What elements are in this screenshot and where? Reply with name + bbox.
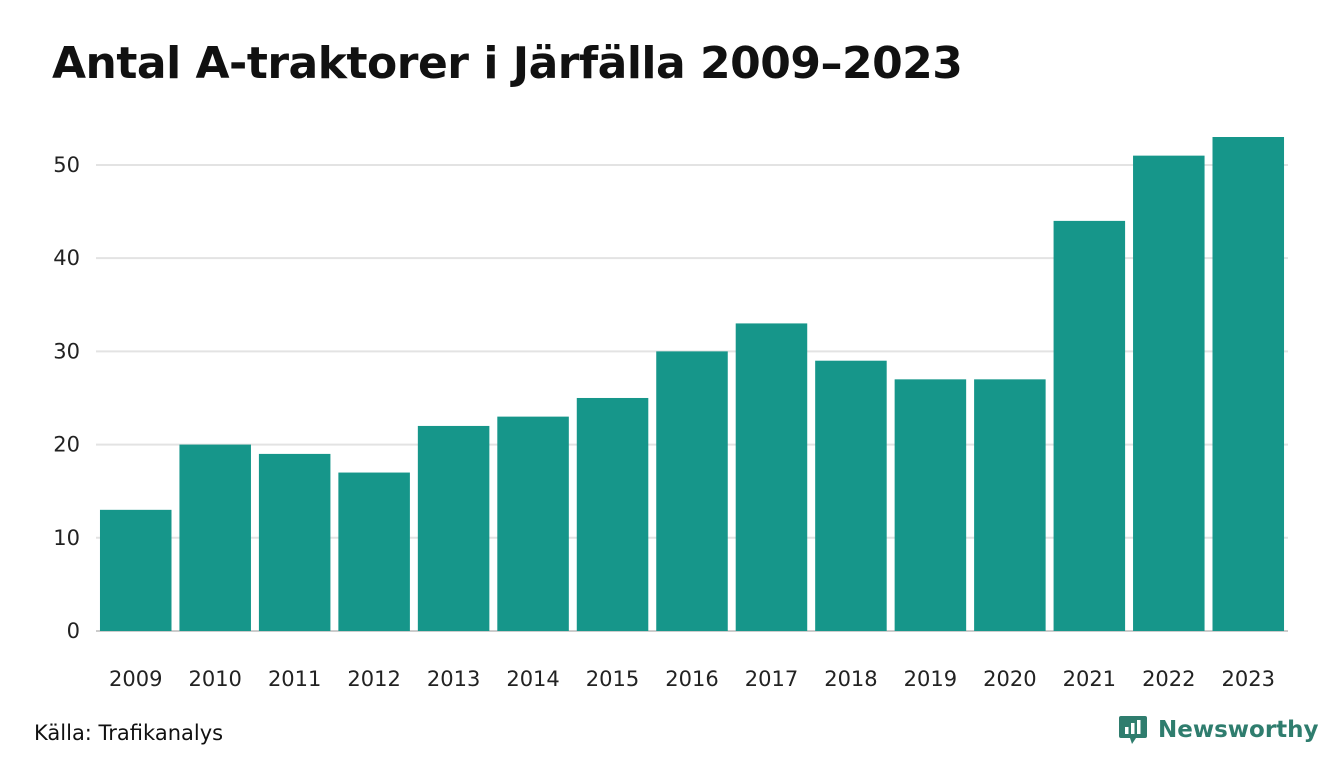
x-tick-label: 2014: [506, 667, 559, 691]
x-tick-label: 2021: [1063, 667, 1116, 691]
bars: [99, 137, 1285, 632]
brand-logo: Newsworthy: [1118, 714, 1319, 746]
x-tick-label: 2010: [188, 667, 241, 691]
bar-2017: [735, 323, 808, 631]
source-note: Källa: Trafikanalys: [34, 721, 224, 745]
bar-2023: [1212, 137, 1285, 631]
y-tick-label: 20: [53, 433, 80, 457]
x-tick-label: 2022: [1142, 667, 1195, 691]
y-tick-label: 30: [53, 339, 80, 363]
y-tick-label: 40: [53, 246, 80, 270]
x-tick-label: 2020: [983, 667, 1036, 691]
x-tick-label: 2011: [268, 667, 321, 691]
bar-2009: [99, 509, 172, 631]
bar-2016: [656, 351, 728, 631]
chart-title: Antal A-traktorer i Järfälla 2009–2023: [52, 38, 963, 89]
y-tick-label: 0: [67, 619, 80, 643]
y-tick-label: 10: [53, 526, 80, 550]
bar-2022: [1133, 155, 1205, 631]
bar-2011: [258, 453, 331, 631]
x-tick-label: 2016: [665, 667, 718, 691]
x-axis-ticks: 2009 2010 2011 2012 2013 2014 2015 2016 2017 2018…: [109, 667, 1275, 691]
x-tick-label: 2023: [1222, 667, 1275, 691]
y-tick-label: 50: [53, 153, 80, 177]
bar-2012: [338, 472, 410, 631]
x-tick-label: 2017: [745, 667, 798, 691]
bar-2014: [497, 416, 569, 631]
bar-2020: [974, 379, 1046, 631]
y-axis-ticks: 0 10 20 30 40 50: [53, 153, 80, 643]
bar-2021: [1053, 220, 1126, 632]
bar-2019: [894, 379, 967, 631]
newsworthy-logo-icon: [1119, 716, 1147, 744]
x-tick-label: 2012: [347, 667, 400, 691]
bar-2015: [576, 397, 649, 631]
x-tick-label: 2013: [427, 667, 480, 691]
bar-2010: [179, 444, 251, 631]
brand-name: Newsworthy: [1158, 717, 1319, 743]
x-tick-label: 2018: [824, 667, 877, 691]
bar-2018: [815, 360, 887, 631]
bar-2013: [417, 425, 490, 631]
x-tick-label: 2015: [586, 667, 639, 691]
x-tick-label: 2009: [109, 667, 162, 691]
x-tick-label: 2019: [904, 667, 957, 691]
